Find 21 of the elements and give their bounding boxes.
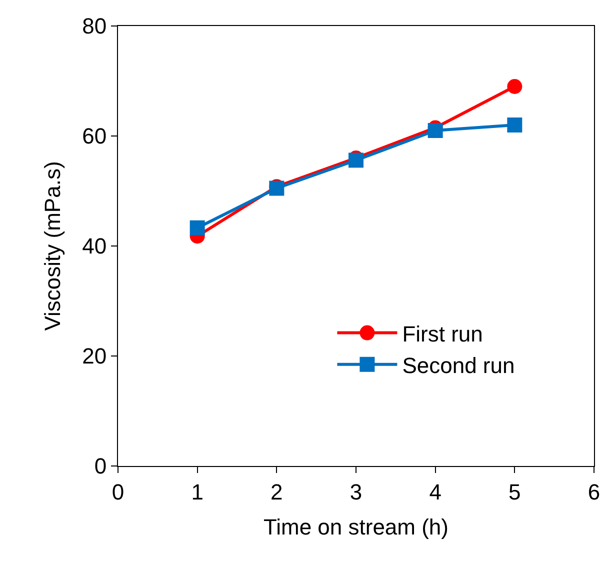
x-axis-title: Time on stream (h) <box>263 514 449 540</box>
legend-label: First run <box>402 321 483 346</box>
y-axis-title: Viscosity (mPa.s) <box>40 161 65 331</box>
point <box>190 220 205 236</box>
y-tick-label: 0 <box>94 454 107 479</box>
x-tick-label: 2 <box>270 479 283 504</box>
x-tick-label: 4 <box>429 479 442 504</box>
y-tick-label: 20 <box>82 344 107 369</box>
legend-label: Second run <box>402 352 515 378</box>
x-tick-label: 1 <box>191 479 204 504</box>
x-tick-label: 0 <box>112 479 124 504</box>
y-tick-label: 60 <box>82 124 107 149</box>
point <box>507 79 522 94</box>
point <box>348 152 364 168</box>
x-tick-label: 5 <box>508 479 521 504</box>
x-tick-label: 3 <box>350 479 362 504</box>
y-tick-label: 80 <box>82 14 107 39</box>
point <box>428 123 443 138</box>
point <box>507 118 522 132</box>
x-tick-label: 6 <box>588 479 600 504</box>
y-tick-label: 40 <box>82 234 107 259</box>
